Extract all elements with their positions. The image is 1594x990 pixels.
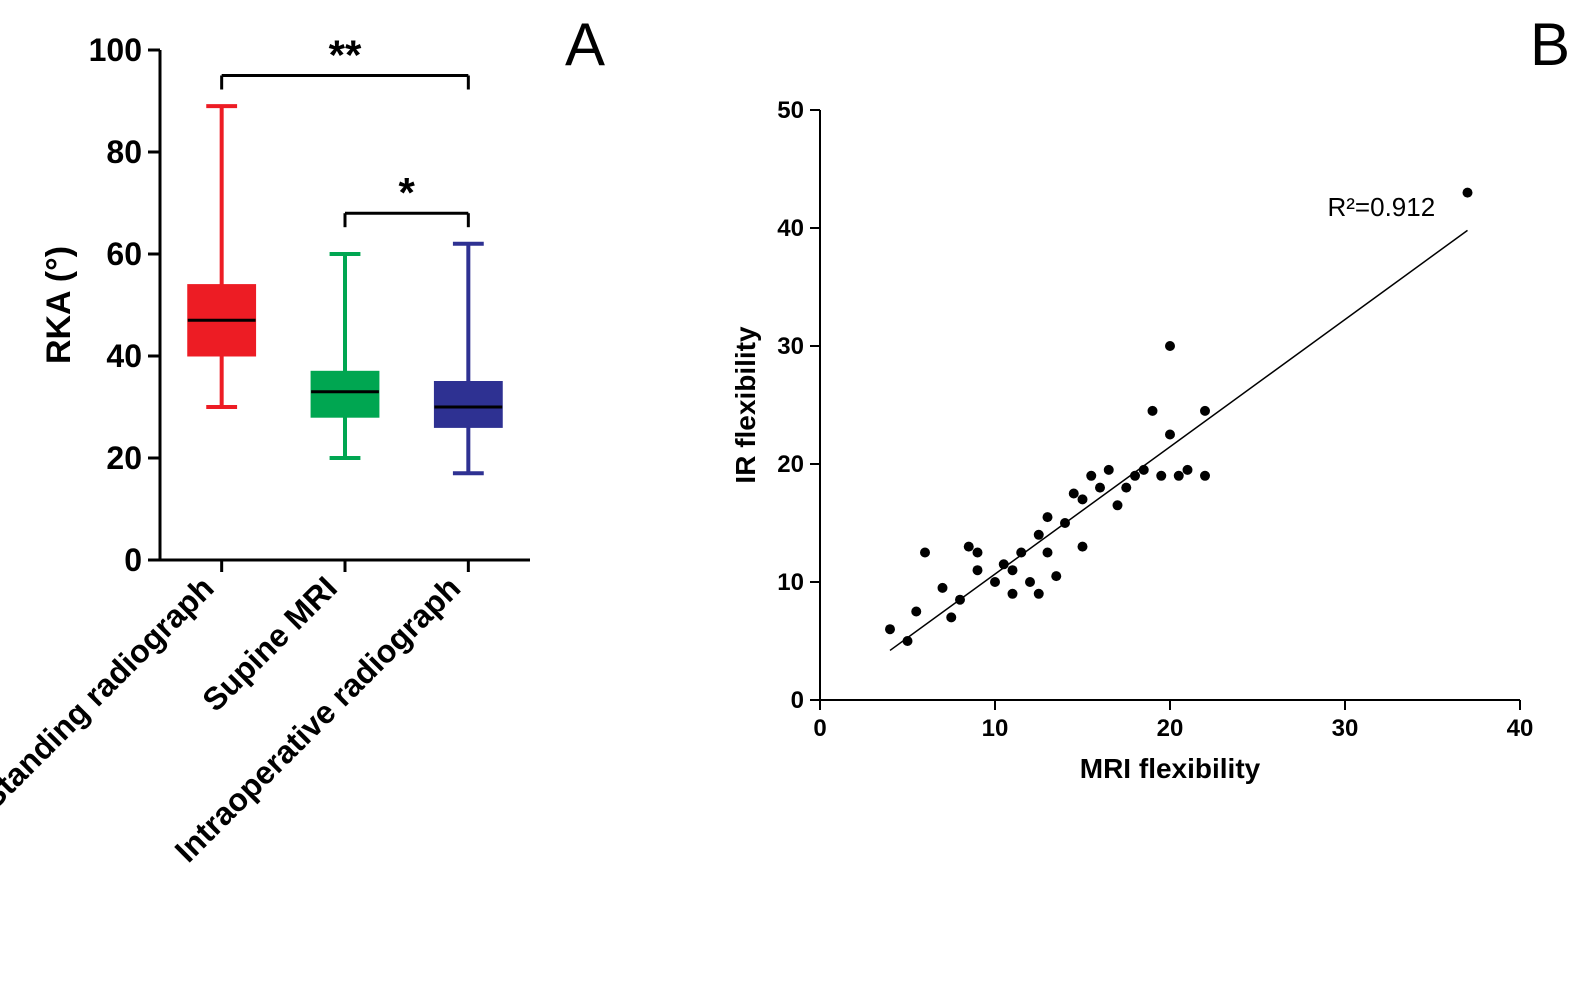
panel-b-scatter: 0 10 20 30 40 0 10 20 30 40 50 MRI flexibility IR fl… bbox=[720, 80, 1560, 800]
box bbox=[311, 371, 379, 417]
x-tick-label: 20 bbox=[1157, 715, 1184, 742]
scatter-point bbox=[938, 583, 948, 593]
box bbox=[434, 382, 502, 428]
scatter-point bbox=[999, 559, 1009, 569]
y-axis-label: RKA (°) bbox=[40, 246, 78, 364]
scatter-point bbox=[1121, 483, 1131, 493]
scatter-point bbox=[903, 636, 913, 646]
y-tick-label: 20 bbox=[106, 440, 142, 476]
x-tick-label: 40 bbox=[1507, 715, 1534, 742]
scatter-point bbox=[1156, 471, 1166, 481]
scatter-point bbox=[1086, 471, 1096, 481]
scatter-point bbox=[955, 595, 965, 605]
y-tick-label: 40 bbox=[777, 215, 804, 242]
y-tick-label: 60 bbox=[106, 236, 142, 272]
scatter-point bbox=[1095, 483, 1105, 493]
x-tick-label: 0 bbox=[813, 715, 826, 742]
scatter-point bbox=[973, 565, 983, 575]
y-tick-label: 10 bbox=[777, 569, 804, 596]
scatter-point bbox=[1165, 341, 1175, 351]
y-axis-label: IR flexibility bbox=[730, 326, 761, 484]
scatter-point bbox=[973, 548, 983, 558]
scatter-point bbox=[1130, 471, 1140, 481]
panel-b-label: B bbox=[1530, 10, 1570, 79]
scatter-point bbox=[1463, 188, 1473, 198]
significance-label: * bbox=[398, 169, 415, 216]
scatter-point bbox=[1078, 542, 1088, 552]
figure-container: A B 020406080100RKA (°)Standing radiogra… bbox=[0, 0, 1594, 990]
scatter-point bbox=[1069, 489, 1079, 499]
scatter-point bbox=[1016, 548, 1026, 558]
scatter-point bbox=[911, 607, 921, 617]
scatter-point bbox=[1113, 500, 1123, 510]
scatter-point bbox=[1200, 471, 1210, 481]
y-tick-label: 40 bbox=[106, 338, 142, 374]
x-tick-label: 30 bbox=[1332, 715, 1359, 742]
y-tick-label: 20 bbox=[777, 451, 804, 478]
scatter-point bbox=[990, 577, 1000, 587]
y-tick-label: 100 bbox=[89, 32, 142, 68]
x-axis-label: MRI flexibility bbox=[1080, 753, 1261, 784]
scatter-point bbox=[1060, 518, 1070, 528]
panel-a-boxplot: 020406080100RKA (°)Standing radiographSu… bbox=[30, 20, 650, 960]
significance-label: ** bbox=[329, 32, 362, 79]
y-tick-label: 80 bbox=[106, 134, 142, 170]
scatter-point bbox=[1200, 406, 1210, 416]
scatter-point bbox=[1165, 430, 1175, 440]
scatter-point bbox=[1034, 530, 1044, 540]
scatter-point bbox=[1008, 589, 1018, 599]
scatter-point bbox=[1043, 512, 1053, 522]
scatter-point bbox=[1104, 465, 1114, 475]
scatter-point bbox=[1034, 589, 1044, 599]
scatter-point bbox=[1139, 465, 1149, 475]
scatter-point bbox=[1008, 565, 1018, 575]
scatter-point bbox=[1148, 406, 1158, 416]
scatter-point bbox=[885, 624, 895, 634]
scatter-point bbox=[1183, 465, 1193, 475]
scatter-point bbox=[1043, 548, 1053, 558]
scatter-point bbox=[1174, 471, 1184, 481]
scatter-point bbox=[1025, 577, 1035, 587]
y-tick-label: 0 bbox=[124, 542, 142, 578]
scatter-point bbox=[964, 542, 974, 552]
x-tick-label: 10 bbox=[982, 715, 1009, 742]
scatter-point bbox=[1051, 571, 1061, 581]
scatter-point bbox=[920, 548, 930, 558]
scatter-point bbox=[1078, 494, 1088, 504]
scatter-point bbox=[946, 612, 956, 622]
y-tick-label: 0 bbox=[791, 687, 804, 714]
r-squared-annotation: R²=0.912 bbox=[1328, 192, 1436, 222]
category-label: Standing radiograph bbox=[0, 569, 221, 816]
y-tick-label: 30 bbox=[777, 333, 804, 360]
y-tick-label: 50 bbox=[777, 97, 804, 124]
